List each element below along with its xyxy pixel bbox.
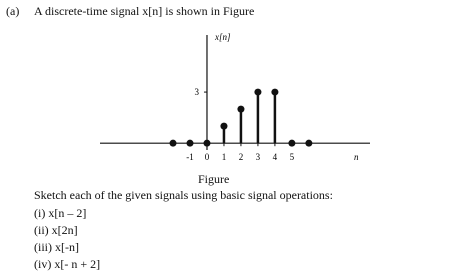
problem-text: A discrete-time signal x[n] is shown in … [34,4,255,18]
stem-head [288,139,296,147]
x-tick-label: 0 [205,152,210,162]
item: (ii) x[2n] [34,223,78,237]
figure-caption: Figure [198,172,230,186]
item: (iii) x[-n] [34,240,79,254]
x-tick-label: 1 [222,152,227,162]
x-tick-label: 2 [239,152,244,162]
stem-head [169,139,177,147]
item: (i) x[n – 2] [34,206,87,220]
instruction: Sketch each of the given signals using b… [34,188,333,202]
x-tick-label: 4 [273,152,278,162]
x-tick-label: -1 [186,152,194,162]
stem-head [220,122,228,130]
y-axis-label: x[n] [214,32,231,42]
problem-label: (a) [6,4,20,18]
item-list: (i) x[n – 2] (ii) x[2n] (iii) x[-n] (iv) x[… [34,205,100,273]
x-axis-label: n [354,152,359,162]
x-tick-label: 5 [290,152,295,162]
stem-head [271,88,279,96]
item: (iv) x[- n + 2] [34,257,101,271]
stem-head [237,105,245,113]
stem-head [305,139,313,147]
y-tick-label: 3 [194,87,199,97]
x-tick-label: 3 [256,152,261,162]
stem-head [254,88,262,96]
stem-head [203,139,211,147]
stem-head [186,139,194,147]
